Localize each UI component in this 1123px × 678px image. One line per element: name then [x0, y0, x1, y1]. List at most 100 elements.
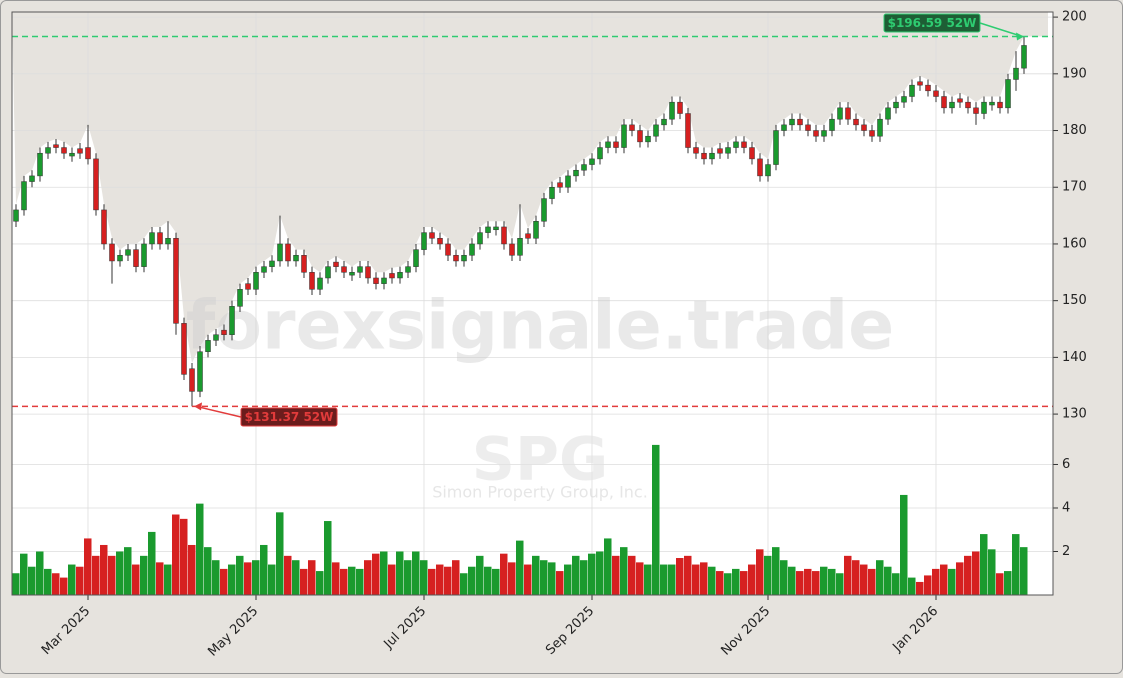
- candle-body: [61, 147, 67, 154]
- volume-bar: [284, 555, 292, 595]
- volume-bar: [500, 553, 508, 595]
- candle-body: [829, 118, 835, 131]
- volume-bar: [876, 560, 884, 595]
- candle-body: [661, 118, 667, 126]
- candle-body: [917, 81, 923, 86]
- volume-bar: [300, 568, 308, 595]
- volume-bar: [660, 564, 668, 595]
- volume-bar: [372, 553, 380, 595]
- volume-bar: [796, 571, 804, 595]
- candle-body: [213, 334, 219, 341]
- volume-bar: [356, 568, 364, 595]
- y-tick-label: 190: [1062, 66, 1087, 81]
- candle-body: [69, 152, 75, 157]
- candle-body: [621, 124, 627, 148]
- y-tick-label: 160: [1062, 236, 1087, 251]
- volume-bar: [612, 555, 620, 595]
- volume-bar: [948, 568, 956, 595]
- volume-bar: [844, 555, 852, 595]
- candle-body: [373, 277, 379, 284]
- candle-body: [237, 289, 243, 307]
- candle-body: [445, 243, 451, 256]
- candle-body: [309, 272, 315, 290]
- volume-bar: [404, 560, 412, 595]
- volume-bar: [804, 568, 812, 595]
- volume-bar: [364, 560, 372, 595]
- volume-bar: [988, 549, 996, 595]
- candle-body: [341, 266, 347, 273]
- volume-bar: [92, 555, 100, 595]
- volume-bar: [260, 544, 268, 595]
- candle-body: [365, 266, 371, 279]
- volume-bar: [580, 560, 588, 595]
- volume-bar: [924, 575, 932, 595]
- volume-bar: [156, 562, 164, 595]
- candle-body: [781, 124, 787, 131]
- volume-bar: [476, 555, 484, 595]
- candle-body: [653, 124, 659, 137]
- volume-bar: [756, 549, 764, 595]
- volume-bar: [556, 571, 564, 595]
- volume-bar: [396, 551, 404, 595]
- volume-bar: [516, 540, 524, 595]
- volume-bar: [900, 494, 908, 595]
- candle-body: [405, 266, 411, 273]
- candle-body: [517, 238, 523, 256]
- volume-bar: [884, 566, 892, 595]
- volume-bar: [604, 538, 612, 595]
- candle-body: [461, 255, 467, 262]
- volume-bar: [636, 562, 644, 595]
- candle-body: [469, 243, 475, 256]
- volume-bar: [940, 564, 948, 595]
- volume-bar: [724, 573, 732, 595]
- volume-bar: [20, 553, 28, 595]
- candle-body: [205, 340, 211, 352]
- volume-bar: [964, 555, 972, 595]
- volume-bar: [532, 555, 540, 595]
- candle-body: [957, 98, 963, 103]
- volume-bar: [860, 564, 868, 595]
- candle-body: [1005, 79, 1011, 109]
- volume-bar: [412, 551, 420, 595]
- candle-body: [165, 238, 171, 245]
- volume-bar: [428, 568, 436, 595]
- volume-bar: [84, 538, 92, 595]
- candle-body: [21, 181, 27, 211]
- candle-body: [693, 147, 699, 154]
- volume-bar: [628, 555, 636, 595]
- candle-body: [573, 169, 579, 177]
- volume-bar: [540, 560, 548, 595]
- candle-body: [749, 147, 755, 160]
- volume-bar: [444, 566, 452, 595]
- candle-body: [989, 101, 995, 106]
- volume-bar: [524, 564, 532, 595]
- y2-tick-label: 6: [1062, 457, 1070, 472]
- candle-body: [301, 255, 307, 273]
- candle-body: [333, 261, 339, 267]
- volume-bar: [268, 564, 276, 595]
- annotation-arrow: [979, 22, 1023, 38]
- candle-body: [629, 124, 635, 131]
- candle-body: [589, 158, 595, 165]
- candle-body: [453, 255, 459, 262]
- volume-bar: [28, 566, 36, 595]
- candle-body: [669, 101, 675, 120]
- volume-bar: [116, 551, 124, 595]
- candle-body: [565, 175, 571, 188]
- candle-body: [285, 243, 291, 262]
- candle-body: [869, 130, 875, 137]
- volume-bar: [740, 571, 748, 595]
- volume-bar: [684, 555, 692, 595]
- volume-bar: [36, 551, 44, 595]
- y-tick-label: 170: [1062, 180, 1087, 195]
- candle-body: [797, 118, 803, 126]
- candle-body: [597, 147, 603, 160]
- candle-body: [357, 266, 363, 273]
- volume-bar: [292, 560, 300, 595]
- volume-bar: [388, 564, 396, 595]
- candle-body: [501, 226, 507, 245]
- y2-tick-label: 2: [1062, 544, 1070, 559]
- candle-body: [821, 130, 827, 137]
- candle-body: [485, 226, 491, 233]
- annotation-label: $131.37 52W: [245, 410, 334, 424]
